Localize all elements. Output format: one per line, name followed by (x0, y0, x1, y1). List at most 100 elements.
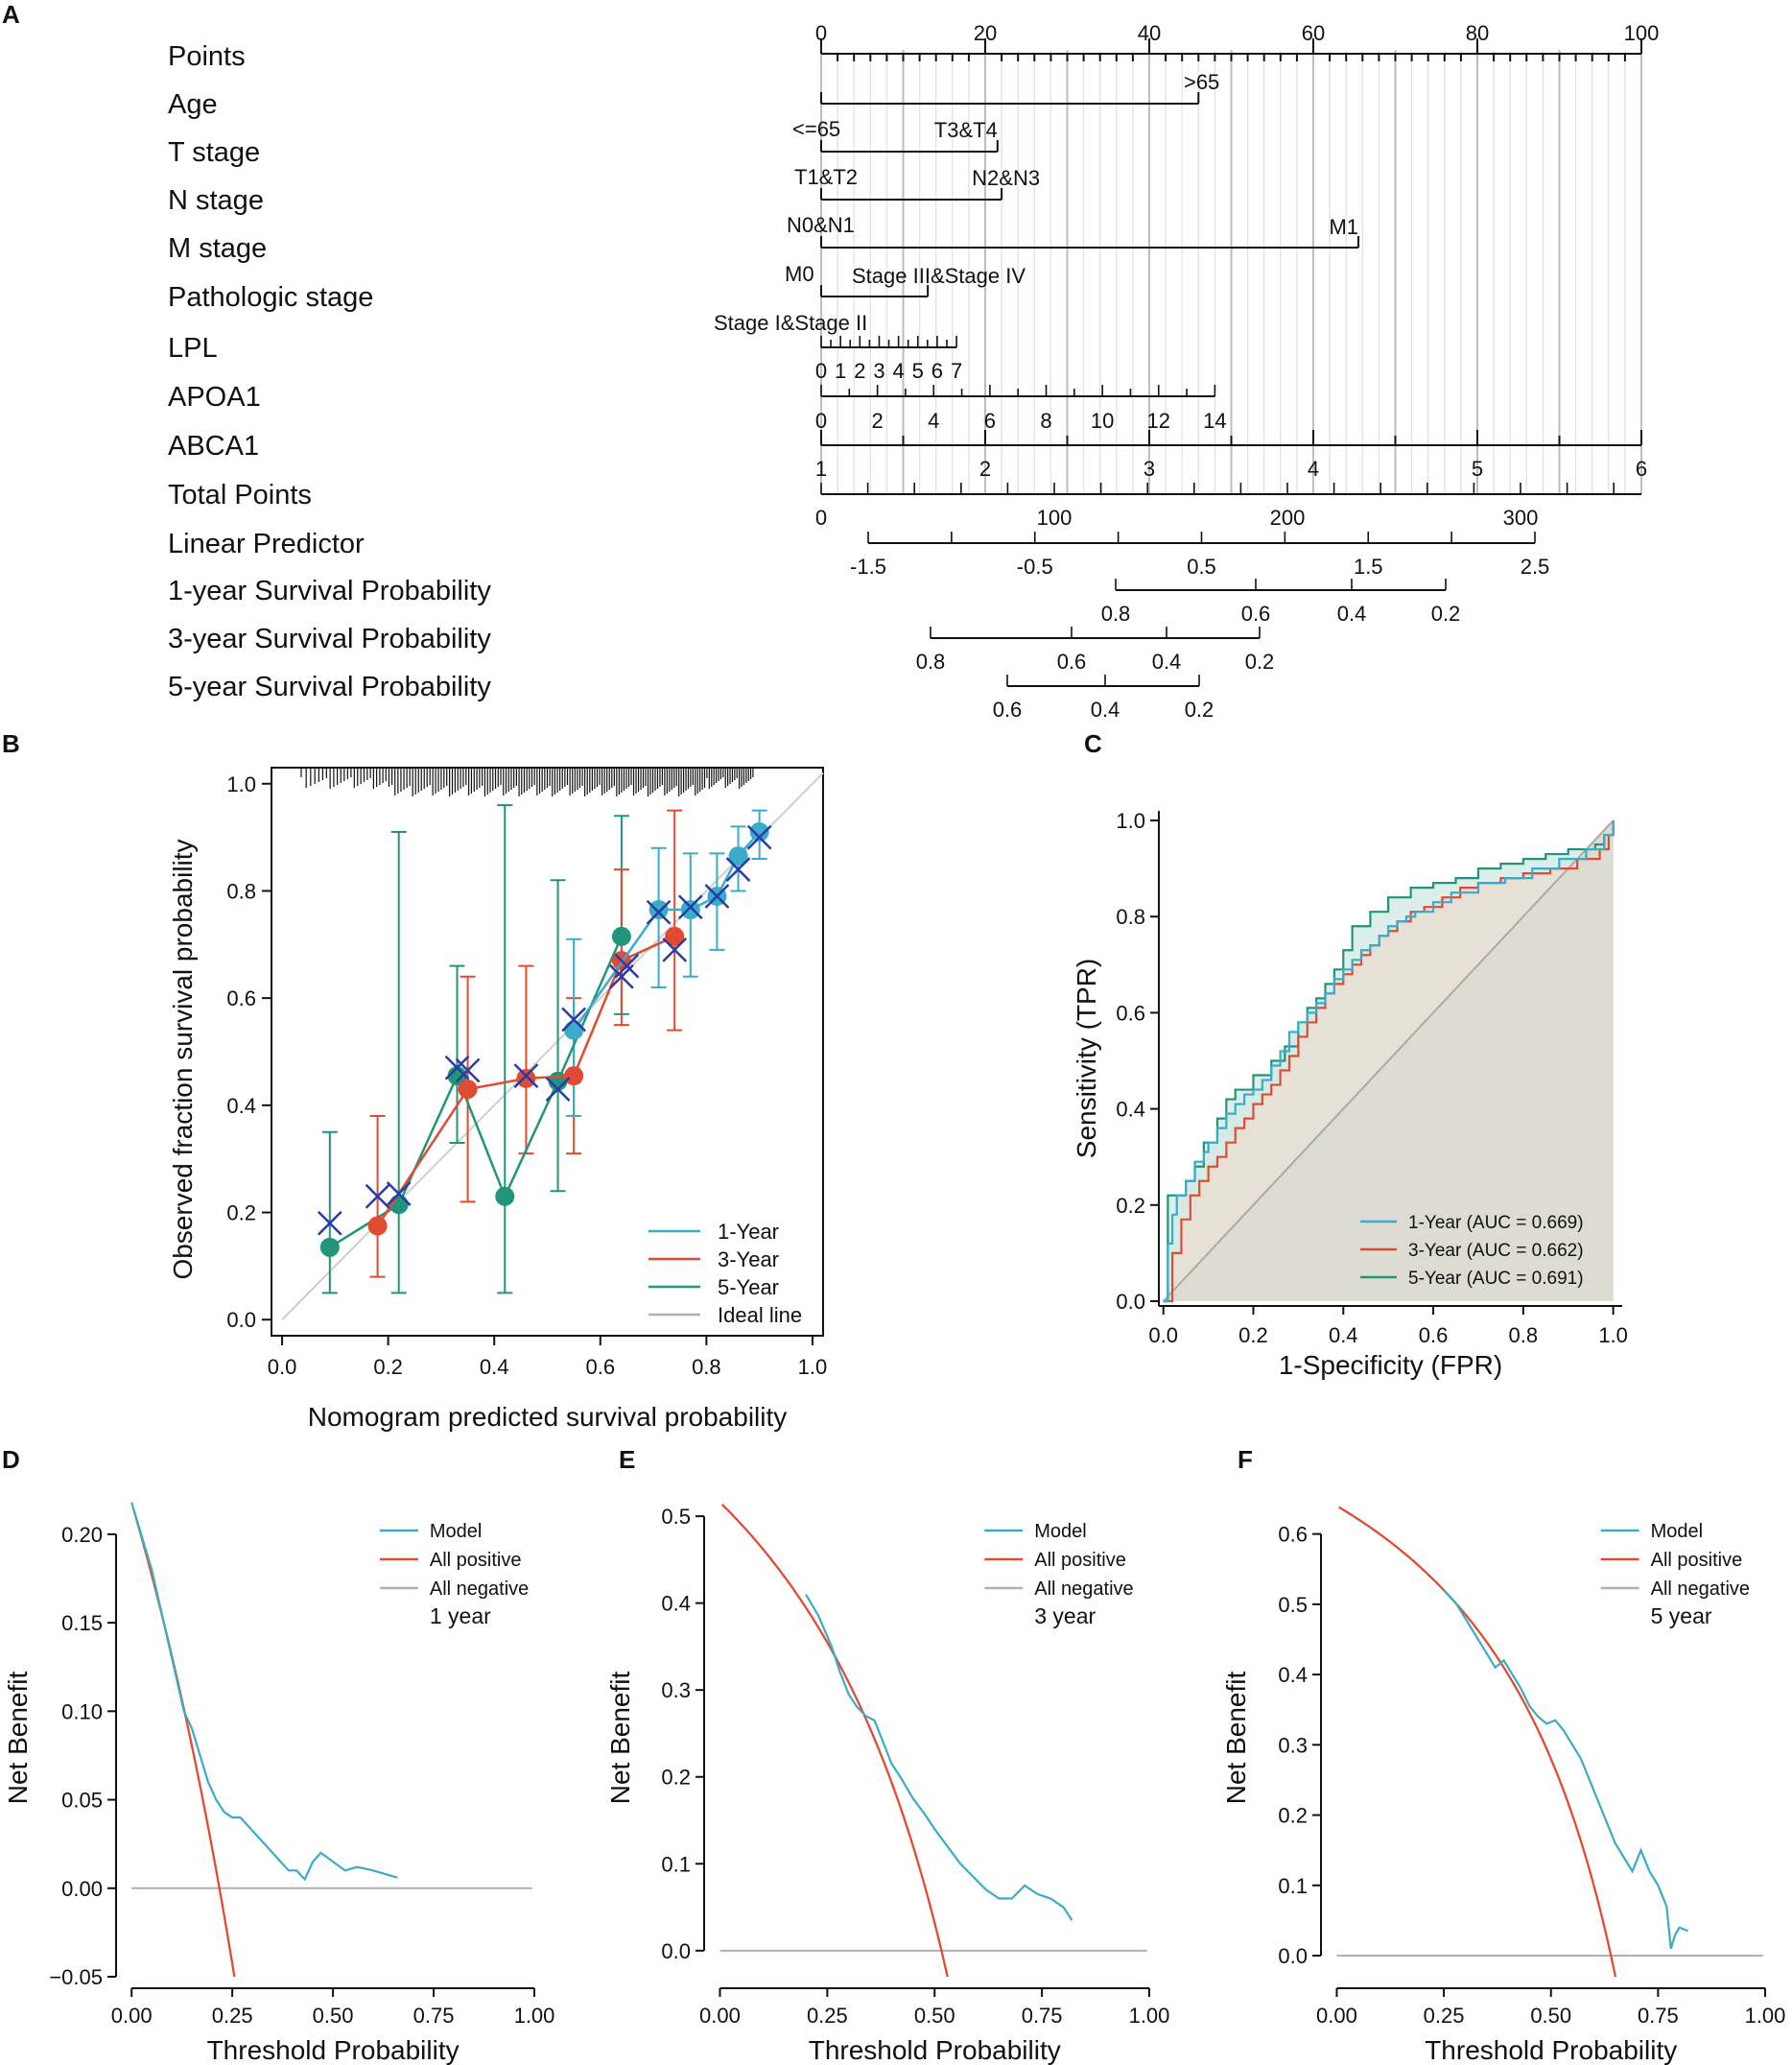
x-tick-label: 0.0 (268, 1355, 297, 1379)
nomogram-row-label: Linear Predictor (168, 529, 365, 559)
x-tick-label: 0.2 (373, 1355, 403, 1379)
cross-marker (513, 1063, 539, 1089)
y-tick-label: 0.3 (661, 1678, 691, 1702)
y-tick-label: 0.2 (1278, 1804, 1308, 1828)
y-tick-label: 0.4 (1116, 1098, 1145, 1122)
x-tick-label: 0.4 (1329, 1323, 1358, 1347)
nomogram-row-label: T stage (168, 137, 260, 168)
legend-label: All positive (1651, 1550, 1743, 1571)
nomogram-category-label: N0&N1 (787, 213, 855, 237)
x-tick-label: 1.00 (514, 2004, 555, 2028)
survival-axis-label: 0.6 (993, 698, 1023, 722)
x-tick-label: 0.4 (480, 1355, 509, 1379)
all-positive-curve (1338, 1506, 1617, 1977)
y-axis-title: Net Benefit (605, 1672, 635, 1805)
x-tick-label: 1.0 (1598, 1323, 1628, 1347)
nomogram-row-label: Total Points (168, 480, 312, 510)
panel-letter-a: A (2, 0, 20, 29)
cross-marker (365, 1183, 390, 1209)
y-tick-label: 0.05 (61, 1789, 103, 1813)
legend-label: Model (1034, 1521, 1086, 1542)
x-tick-label: 0.50 (1530, 2004, 1571, 2028)
nomogram-row-label: APOA1 (168, 382, 261, 413)
x-tick-label: 0.75 (1638, 2004, 1679, 2028)
abca1-axis-label: 2 (979, 457, 991, 481)
survival-axis-label: 0.2 (1245, 650, 1275, 674)
data-point (495, 1186, 515, 1206)
cross-marker (662, 938, 688, 962)
legend-label: Model (1651, 1521, 1703, 1542)
cross-marker (646, 899, 672, 925)
panel-letter-f: F (1238, 1445, 1253, 1474)
survival-axis-label: 0.4 (1091, 698, 1120, 722)
legend-label: 5-Year (718, 1275, 779, 1299)
x-tick-label: 0.2 (1238, 1323, 1268, 1347)
x-tick-label: 1.00 (1745, 2004, 1786, 2028)
y-tick-label: 0.8 (226, 879, 256, 903)
points-axis-label: 40 (1138, 21, 1161, 45)
chart-title: 5 year (1651, 1603, 1712, 1628)
data-point (564, 1020, 584, 1040)
model-curve (1443, 1589, 1689, 1950)
abca1-axis-label: 6 (1636, 457, 1647, 481)
y-tick-label: 0.0 (1116, 1290, 1145, 1314)
x-tick-label: 1.0 (798, 1355, 828, 1379)
chart-title: 3 year (1034, 1603, 1096, 1628)
x-tick-label: 0.0 (1148, 1323, 1178, 1347)
y-tick-label: 0.5 (1278, 1593, 1308, 1617)
cross-marker (677, 894, 703, 920)
nomogram-panel: Points Age T stage N stage M stage Pathologic… (168, 21, 1659, 722)
apoa1-axis-label: 6 (984, 409, 996, 433)
nomogram-category-label: N2&N3 (972, 166, 1040, 190)
lpl-axis-label: 7 (951, 359, 962, 383)
apoa1-axis-label: 8 (1040, 409, 1051, 433)
nomogram-row-label: 5-year Survival Probability (168, 672, 491, 702)
data-point (319, 1237, 340, 1257)
cross-marker (455, 1057, 481, 1083)
nomogram-category-label: T1&T2 (794, 165, 858, 189)
x-tick-label: 0.50 (914, 2004, 955, 2028)
total-points-label: 0 (815, 506, 827, 530)
y-axis-title: Sensitivity (TPR) (1072, 959, 1101, 1158)
data-point (516, 1068, 536, 1088)
apoa1-axis-label: 12 (1147, 409, 1170, 433)
apoa1-axis-label: 0 (815, 409, 827, 433)
data-point (367, 1216, 388, 1236)
x-tick-label: 1.00 (1129, 2004, 1170, 2028)
panel-letter-c: C (1084, 729, 1102, 758)
y-tick-label: 0.0 (661, 1939, 691, 1963)
cross-marker (614, 953, 640, 979)
dca-3-year-panel: 0.00 0.25 0.50 0.75 1.00 0.0 0.1 0.2 0.3 0.4 0.5 Th… (605, 1504, 1170, 2065)
all-positive-curve (720, 1504, 949, 1977)
apoa1-axis-label: 14 (1203, 409, 1226, 433)
nomogram-row-label: LPL (168, 333, 218, 364)
lpl-axis-label: 1 (835, 359, 846, 383)
y-tick-label: 0.4 (1278, 1663, 1308, 1687)
survival-axis-label: 0.2 (1185, 698, 1214, 722)
cross-marker (725, 857, 751, 882)
lpl-axis-label: 2 (854, 359, 865, 383)
linear-predictor-label: 2.5 (1521, 555, 1550, 579)
data-point (749, 822, 769, 843)
legend-label: Ideal line (718, 1303, 802, 1327)
points-axis-label: 20 (974, 21, 997, 45)
legend-label: 3-Year (AUC = 0.662) (1408, 1241, 1584, 1261)
legend-label: All negative (1651, 1578, 1750, 1600)
x-tick-label: 0.6 (585, 1355, 615, 1379)
abca1-axis-label: 4 (1308, 457, 1319, 481)
y-tick-label: 0.1 (1278, 1874, 1308, 1898)
y-tick-label: 1.0 (226, 772, 256, 796)
nomogram-category-label: T3&T4 (934, 118, 998, 142)
legend-label: Model (430, 1521, 482, 1542)
lpl-axis-label: 6 (931, 359, 943, 383)
data-point (665, 926, 685, 946)
y-tick-label: 0.4 (226, 1094, 256, 1118)
linear-predictor-label: -1.5 (850, 555, 886, 579)
roc-curve (1163, 820, 1615, 1303)
cross-marker (444, 1055, 470, 1080)
y-tick-label: 0.4 (661, 1592, 691, 1616)
x-axis-title: 1-Specificity (FPR) (1279, 1350, 1502, 1380)
x-tick-label: 0.8 (692, 1355, 721, 1379)
legend-label: All negative (1034, 1578, 1133, 1600)
